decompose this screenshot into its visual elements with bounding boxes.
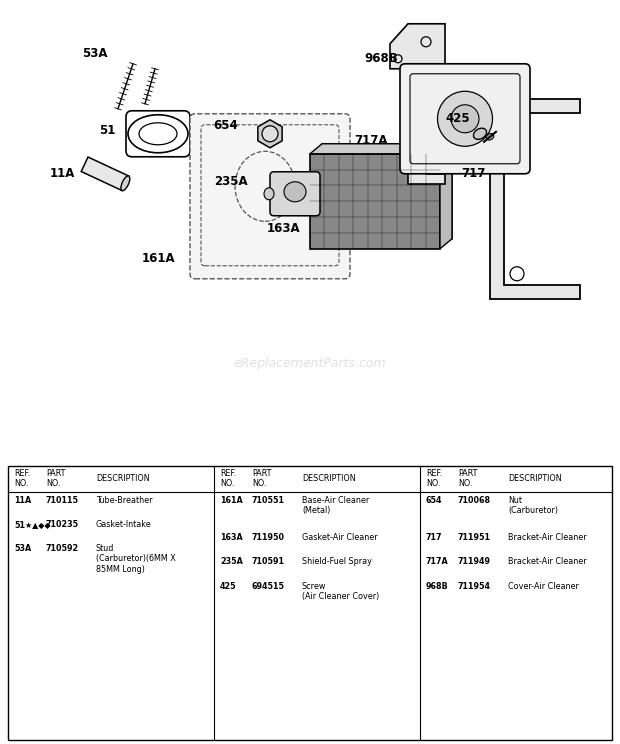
Text: 717: 717	[426, 533, 443, 542]
Polygon shape	[490, 99, 580, 299]
Text: 710592: 710592	[46, 544, 79, 553]
Polygon shape	[258, 120, 282, 148]
Text: 51★▲◆◆: 51★▲◆◆	[14, 520, 50, 529]
Text: 163A: 163A	[220, 533, 243, 542]
Text: REF.
NO.: REF. NO.	[220, 469, 236, 488]
Text: DESCRIPTION: DESCRIPTION	[302, 474, 356, 483]
Text: 51: 51	[99, 124, 115, 138]
FancyBboxPatch shape	[400, 64, 530, 174]
Ellipse shape	[451, 105, 479, 132]
Text: 717A: 717A	[355, 134, 388, 147]
Text: 711949: 711949	[458, 557, 491, 566]
Text: Bracket-Air Cleaner: Bracket-Air Cleaner	[508, 533, 587, 542]
FancyBboxPatch shape	[190, 114, 350, 279]
Text: PART
NO.: PART NO.	[46, 469, 65, 488]
Text: 654: 654	[213, 119, 238, 132]
Polygon shape	[440, 144, 452, 248]
Text: 11A: 11A	[50, 167, 75, 180]
Text: 711951: 711951	[458, 533, 491, 542]
Text: PART
NO.: PART NO.	[252, 469, 272, 488]
Text: Nut
(Carburetor): Nut (Carburetor)	[508, 496, 558, 515]
Text: 968B: 968B	[365, 52, 398, 65]
Ellipse shape	[474, 128, 487, 139]
Polygon shape	[81, 157, 129, 190]
Ellipse shape	[264, 187, 274, 200]
Polygon shape	[390, 24, 445, 154]
Text: 161A: 161A	[220, 496, 243, 504]
Text: eReplacementParts.com: eReplacementParts.com	[234, 357, 386, 371]
Text: 161A: 161A	[141, 252, 175, 266]
FancyBboxPatch shape	[270, 172, 320, 216]
Ellipse shape	[284, 182, 306, 202]
Text: Cover-Air Cleaner: Cover-Air Cleaner	[508, 582, 579, 591]
Text: 710551: 710551	[252, 496, 285, 504]
Text: 968B: 968B	[426, 582, 449, 591]
Text: Shield-Fuel Spray: Shield-Fuel Spray	[302, 557, 372, 566]
Text: 694515: 694515	[252, 582, 285, 591]
Text: DESCRIPTION: DESCRIPTION	[96, 474, 149, 483]
Text: 710235: 710235	[46, 520, 79, 529]
Text: 53A: 53A	[14, 544, 31, 553]
Polygon shape	[408, 154, 445, 184]
Text: 710068: 710068	[458, 496, 491, 504]
Ellipse shape	[486, 133, 494, 140]
Text: 717: 717	[462, 167, 486, 180]
Text: 711950: 711950	[252, 533, 285, 542]
Text: REF.
NO.: REF. NO.	[14, 469, 30, 488]
Text: 235A: 235A	[220, 557, 243, 566]
Text: 717A: 717A	[426, 557, 449, 566]
Text: Tube-Breather: Tube-Breather	[96, 496, 153, 504]
Text: 11A: 11A	[14, 496, 31, 504]
Text: Screw
(Air Cleaner Cover): Screw (Air Cleaner Cover)	[302, 582, 379, 601]
Text: Bracket-Air Cleaner: Bracket-Air Cleaner	[508, 557, 587, 566]
Text: 710591: 710591	[252, 557, 285, 566]
Circle shape	[262, 126, 278, 142]
Text: PART
NO.: PART NO.	[458, 469, 477, 488]
Ellipse shape	[438, 92, 492, 147]
Text: 710115: 710115	[46, 496, 79, 504]
Text: Gasket-Air Cleaner: Gasket-Air Cleaner	[302, 533, 378, 542]
Text: 163A: 163A	[267, 222, 300, 235]
Bar	[310, 154, 440, 248]
Text: Base-Air Cleaner
(Metal): Base-Air Cleaner (Metal)	[302, 496, 370, 515]
Ellipse shape	[121, 176, 130, 190]
Text: Gasket-Intake: Gasket-Intake	[96, 520, 152, 529]
Text: 654: 654	[426, 496, 443, 504]
Text: 53A: 53A	[82, 48, 108, 60]
Text: REF.
NO.: REF. NO.	[426, 469, 442, 488]
Text: Stud
(Carburetor)(6MM X
85MM Long): Stud (Carburetor)(6MM X 85MM Long)	[96, 544, 175, 574]
Text: 235A: 235A	[215, 176, 248, 188]
Polygon shape	[310, 144, 452, 154]
Text: 711954: 711954	[458, 582, 491, 591]
Text: DESCRIPTION: DESCRIPTION	[508, 474, 562, 483]
Text: 425: 425	[445, 112, 470, 125]
Bar	[322, 144, 452, 239]
Text: 425: 425	[220, 582, 237, 591]
